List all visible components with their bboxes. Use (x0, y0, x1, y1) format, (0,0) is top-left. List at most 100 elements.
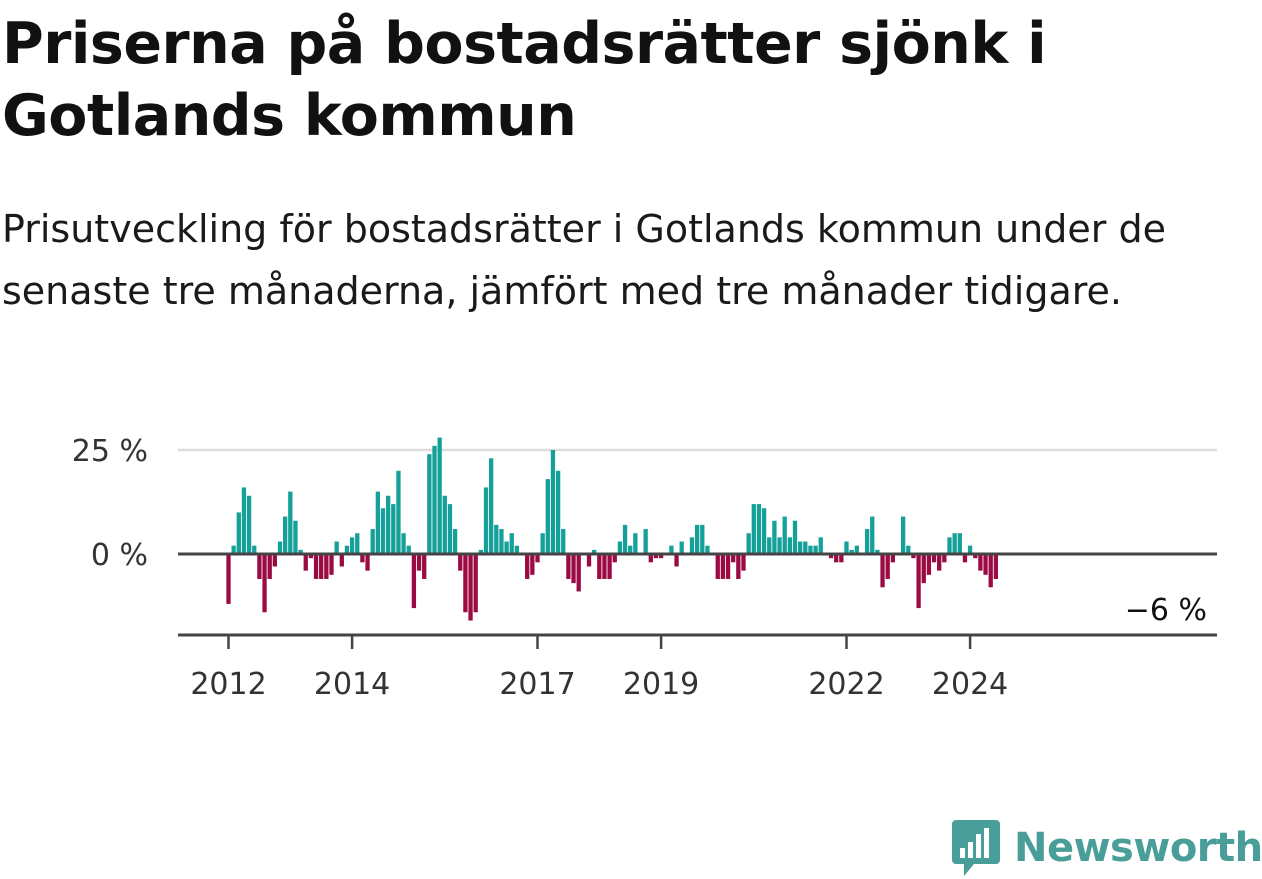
bar (911, 554, 916, 559)
bar (674, 554, 679, 567)
bar (592, 549, 597, 554)
bar (725, 554, 731, 579)
bar (375, 491, 380, 554)
bar (689, 537, 695, 554)
bar (504, 541, 509, 554)
bar (236, 512, 241, 554)
bar (813, 545, 818, 554)
bar (509, 533, 514, 554)
bar (705, 545, 710, 554)
bar (962, 554, 968, 563)
bar (355, 533, 360, 554)
bar (380, 508, 386, 554)
bar (473, 554, 478, 613)
bar (231, 545, 236, 554)
bar (293, 520, 298, 554)
bar (844, 541, 849, 554)
bar (283, 516, 288, 554)
bar (555, 470, 561, 554)
x-tick-label: 2022 (808, 667, 884, 700)
bar (854, 545, 859, 554)
x-tick-label: 2012 (190, 667, 266, 700)
bar (834, 554, 839, 563)
bar (391, 504, 396, 554)
bar (875, 549, 880, 554)
bar (864, 529, 870, 554)
x-tick-label: 2017 (499, 667, 575, 700)
bar (571, 554, 576, 584)
bar (751, 504, 756, 554)
bar (360, 554, 365, 563)
bar (947, 537, 952, 554)
bar (432, 445, 437, 554)
bar (406, 545, 411, 554)
bar (597, 554, 602, 579)
brand-name: Newsworthy (1014, 825, 1262, 871)
bar (566, 554, 571, 579)
bar (736, 554, 741, 579)
bar (298, 549, 303, 554)
bar (787, 537, 792, 554)
bar (916, 554, 921, 609)
bar (550, 450, 556, 554)
x-tick-label: 2014 (314, 667, 390, 700)
bar (329, 554, 334, 575)
bar (437, 437, 442, 554)
bar (983, 554, 988, 575)
bar (761, 508, 767, 554)
bar (792, 520, 798, 554)
bar (442, 495, 447, 554)
bar (700, 524, 705, 554)
y-tick-label: 25 % (72, 434, 148, 469)
bar (514, 545, 520, 554)
bar (870, 516, 875, 554)
bar (370, 529, 375, 554)
end-value-label: −6 % (1125, 593, 1207, 628)
x-tick-label: 2024 (932, 667, 1008, 700)
bar (499, 529, 504, 554)
bar (658, 554, 664, 559)
bar (252, 545, 257, 554)
newsworthy-logo-icon (952, 820, 1000, 876)
tick-labels: 0 % 25 % 2012 2014 2017 2019 2022 2024 −6 % (72, 434, 1207, 700)
bar (731, 554, 736, 563)
bar (741, 554, 746, 571)
bar (906, 545, 911, 554)
bar (880, 554, 885, 588)
bar (262, 554, 267, 613)
bar (617, 541, 623, 554)
bar (277, 541, 283, 554)
bar (988, 554, 993, 588)
bar (602, 554, 607, 579)
bar (926, 554, 932, 575)
bar (839, 554, 844, 563)
bar (411, 554, 417, 609)
bar (386, 495, 391, 554)
bar (525, 554, 530, 579)
bar (628, 545, 633, 554)
bar (324, 554, 329, 579)
bar (416, 554, 422, 571)
bar (458, 554, 463, 571)
bar (586, 554, 592, 567)
bar (272, 554, 277, 567)
bar (921, 554, 926, 584)
bar (226, 554, 231, 604)
bar (715, 554, 720, 579)
bar (828, 554, 834, 559)
bar (530, 554, 535, 575)
bar (478, 549, 483, 554)
newsworthy-brand: Newsworthy (950, 818, 1262, 878)
bar (463, 554, 468, 613)
axes (178, 552, 1217, 649)
bar (452, 529, 458, 554)
bar (241, 487, 247, 554)
bar (993, 554, 998, 579)
bar (246, 495, 252, 554)
bar (890, 554, 895, 563)
bar (643, 529, 648, 554)
bar (303, 554, 308, 571)
bar (937, 554, 942, 571)
bar (978, 554, 983, 571)
bar (576, 554, 581, 592)
